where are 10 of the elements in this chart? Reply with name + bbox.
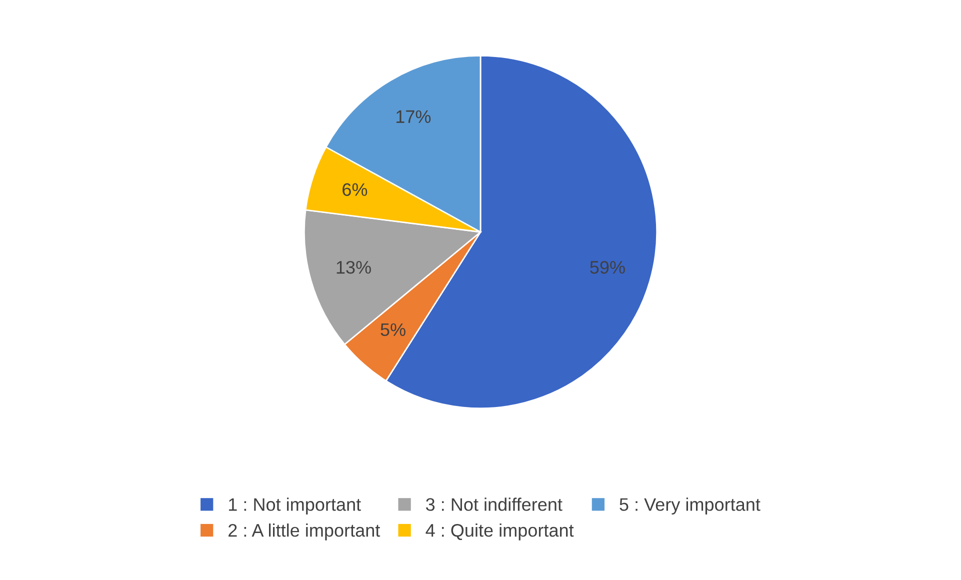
legend-label: 4 : Quite important bbox=[426, 524, 574, 540]
data-label: 6% bbox=[342, 183, 368, 196]
data-label: 17% bbox=[396, 110, 431, 123]
legend-label: 1 : Not important bbox=[229, 498, 361, 514]
legend-label: 2 : A little important bbox=[228, 524, 380, 540]
data-label: 59% bbox=[590, 260, 625, 274]
legend-label: 5 : Very important bbox=[620, 498, 760, 514]
data-label: 13% bbox=[336, 260, 371, 274]
legend-label: 3 : Not indifferent bbox=[426, 498, 562, 511]
data-label: 5% bbox=[380, 323, 406, 336]
